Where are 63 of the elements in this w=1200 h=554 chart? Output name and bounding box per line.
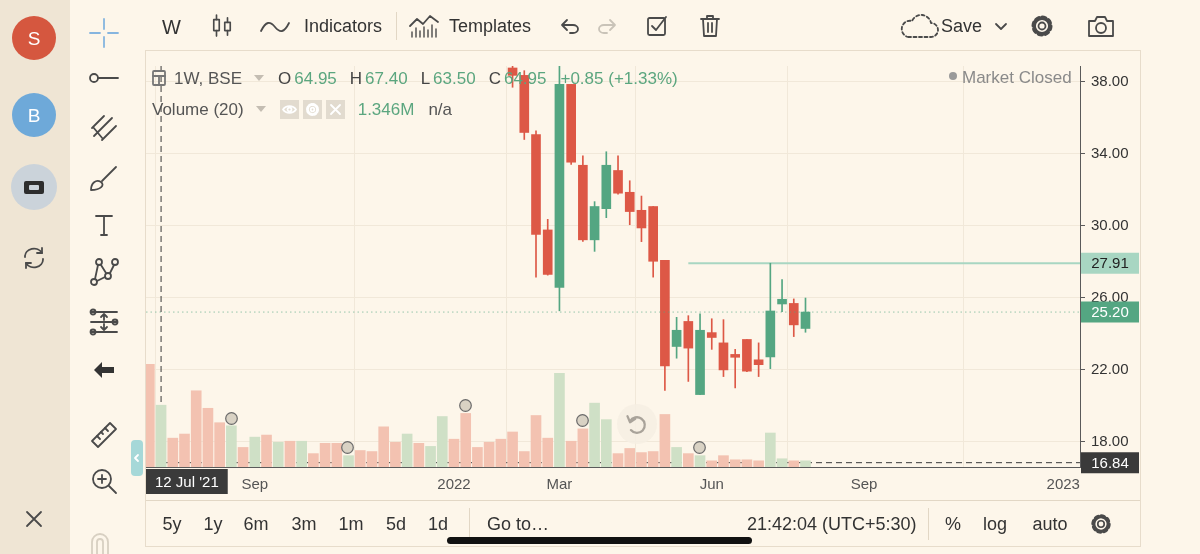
bar	[155, 404, 167, 467]
text: 1m	[338, 514, 364, 534]
candlestick	[777, 279, 787, 313]
data-label: 27.91	[1091, 254, 1129, 272]
bar	[237, 447, 249, 467]
annotation: Volume (20)	[152, 99, 244, 119]
annotation: H	[349, 68, 363, 88]
x-tick-label: Sep	[241, 475, 269, 493]
text: auto	[1032, 514, 1068, 534]
bar	[272, 441, 284, 467]
text: %	[944, 514, 962, 534]
ref-line-label: 12 Jul '21	[155, 472, 219, 490]
x-tick-label: 2023	[1046, 475, 1080, 493]
annotation: 1.346M	[357, 99, 415, 119]
bar	[249, 436, 261, 467]
annotation: 64.95	[294, 68, 337, 88]
x-tick-label: Jun	[699, 475, 724, 493]
bar	[261, 434, 272, 467]
y-tick-label: 38.00	[1091, 71, 1129, 89]
bar	[671, 447, 682, 467]
annotation: O	[278, 68, 292, 88]
text: 1d	[427, 514, 449, 534]
annotation: C	[488, 68, 501, 88]
text: 1y	[203, 514, 223, 534]
candlestick	[706, 318, 717, 350]
y-tick-label: 30.00	[1091, 215, 1129, 233]
text: 5d	[385, 514, 407, 534]
bar	[554, 372, 565, 467]
text: Indicators	[304, 16, 383, 36]
bar	[565, 440, 577, 467]
bar	[682, 453, 694, 467]
bar	[401, 433, 413, 467]
annotation: 67.40	[365, 68, 408, 88]
annotation: +0.85 (+1.33%)	[560, 68, 678, 88]
x-tick-label: Mar	[546, 475, 573, 493]
ref-line-label: 16.84	[1091, 453, 1129, 471]
ref-line-label: 25.20	[1091, 303, 1129, 321]
annotation: L	[420, 68, 431, 88]
bar	[800, 460, 811, 467]
x-tick-label: 2022	[437, 475, 471, 493]
text: 5y	[162, 514, 182, 534]
y-tick-label: 22.00	[1091, 359, 1129, 377]
text: Go to…	[487, 514, 550, 534]
bar	[296, 440, 307, 467]
bar	[413, 442, 425, 467]
annotation: n/a	[428, 99, 453, 119]
text: Templates	[449, 16, 532, 36]
text: W	[162, 16, 181, 38]
bar	[284, 440, 296, 467]
text: 6m	[243, 514, 269, 534]
text: 3m	[291, 514, 317, 534]
annotation: Market Closed	[962, 68, 1072, 87]
annotation: 1W, BSE	[174, 68, 243, 88]
annotation: 63.50	[433, 68, 476, 88]
text: log	[982, 514, 1008, 534]
y-tick-label: 34.00	[1091, 143, 1129, 161]
y-tick-label: 18.00	[1091, 431, 1129, 449]
bar	[788, 460, 800, 467]
text: Save	[941, 16, 983, 36]
y-tick-label: 26.00	[1091, 287, 1129, 305]
text: 21:42:04 (UTC+5:30)	[747, 514, 917, 534]
candlestick	[730, 349, 741, 389]
x-tick-label: Sep	[850, 475, 878, 493]
